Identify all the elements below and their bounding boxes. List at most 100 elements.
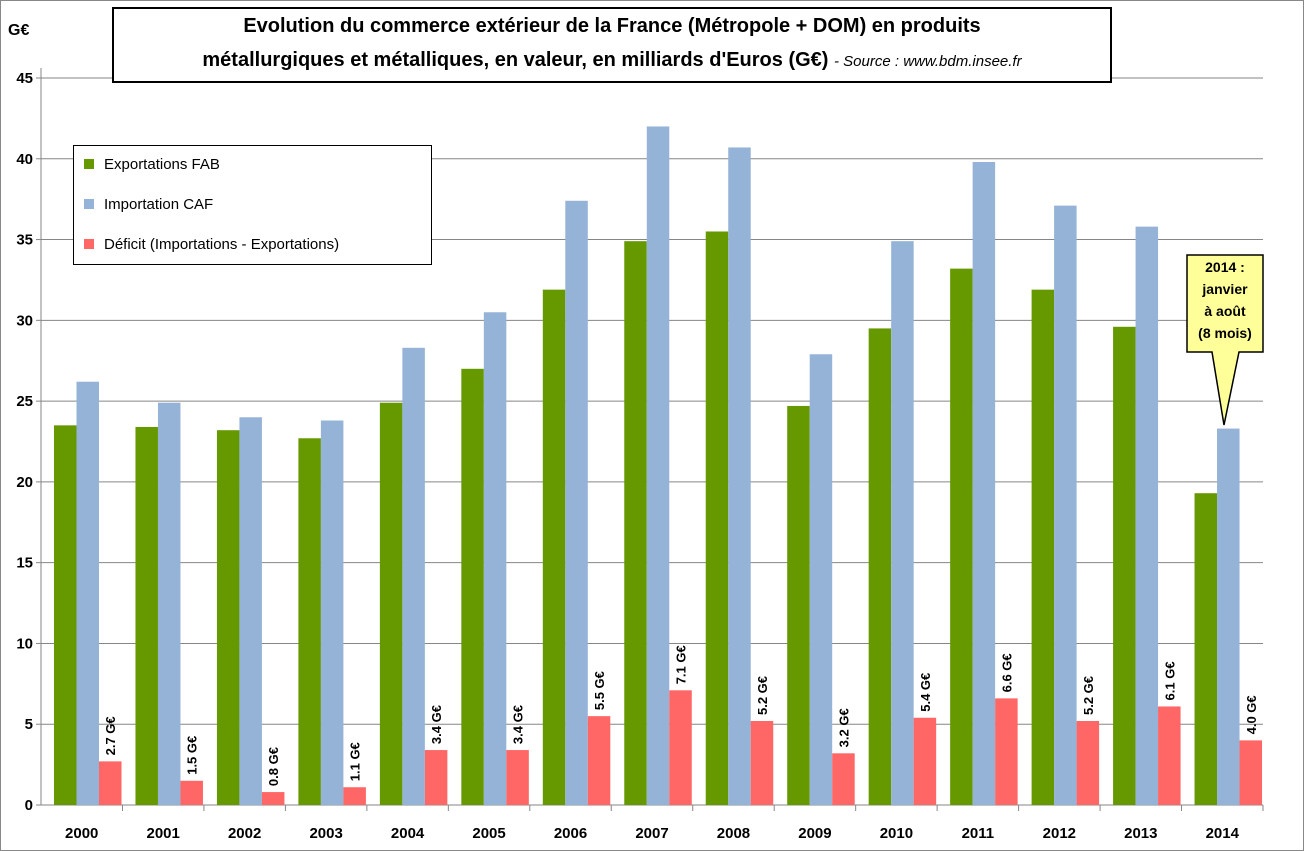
bar-exports (542, 289, 566, 805)
bar-exports (298, 438, 321, 805)
data-label: 1.5 G€ (185, 736, 200, 775)
x-tick-label: 2011 (962, 825, 995, 842)
legend-label: Déficit (Importations - Exportations) (104, 235, 340, 253)
bar-exports (379, 402, 403, 805)
bar-deficit (913, 717, 937, 805)
bar-imports (891, 241, 914, 805)
y-tick-label: 25 (16, 393, 33, 410)
bar-deficit (261, 792, 285, 805)
bar-deficit (506, 750, 529, 805)
x-tick-label: 2002 (228, 825, 261, 842)
x-tick-label: 2004 (391, 825, 425, 842)
title-line-1: Evolution du commerce extérieur de la Fr… (243, 15, 981, 37)
data-label: 1.1 G€ (348, 742, 363, 781)
y-tick-label: 10 (16, 635, 33, 652)
x-tick-label: 2001 (147, 825, 180, 842)
x-tick-label: 2007 (635, 825, 668, 842)
x-tick-label: 2014 (1206, 825, 1240, 842)
bar-exports (950, 268, 973, 805)
y-axis-label: G€ (8, 22, 30, 39)
data-label: 3.2 G€ (836, 708, 851, 747)
x-tick-label: 2009 (798, 825, 831, 842)
bar-imports (76, 381, 99, 805)
bar-deficit (995, 698, 1018, 805)
bar-deficit (424, 750, 448, 805)
x-tick-label: 2003 (309, 825, 342, 842)
legend-swatch (84, 199, 94, 209)
bar-deficit (343, 787, 366, 805)
x-tick-label: 2010 (880, 825, 913, 842)
bar-imports (972, 162, 996, 805)
bar-deficit (1239, 740, 1263, 805)
y-tick-label: 40 (16, 151, 33, 168)
bar-exports (54, 425, 77, 805)
bar-deficit (587, 716, 611, 805)
x-tick-label: 2012 (1043, 825, 1076, 842)
bar-deficit (99, 761, 122, 805)
bar-imports (1054, 205, 1077, 805)
bar-exports (135, 426, 158, 805)
data-label: 3.4 G€ (511, 705, 526, 744)
bar-exports (705, 231, 729, 805)
y-tick-label: 0 (25, 797, 33, 814)
legend-item-exports: Exportations FAB (84, 154, 220, 174)
x-tick-label: 2013 (1124, 825, 1157, 842)
x-tick-label: 2000 (65, 825, 98, 842)
bar-imports (565, 200, 588, 805)
legend-swatch (84, 159, 94, 169)
legend-swatch (84, 239, 94, 249)
legend-label: Importation CAF (104, 195, 214, 213)
legend-item-imports: Importation CAF (84, 194, 213, 214)
x-tick-label: 2005 (472, 825, 505, 842)
source-note: - Source : www.bdm.insee.fr (834, 53, 1022, 70)
bar-imports (1217, 428, 1240, 805)
annotation-callout (1186, 254, 1264, 426)
bar-deficit (832, 753, 855, 805)
bar-imports (402, 347, 425, 805)
data-label: 5.5 G€ (592, 671, 607, 710)
x-tick-label: 2008 (717, 825, 750, 842)
annotation-line: janvier (1202, 281, 1248, 297)
bar-imports (157, 402, 181, 805)
bar-deficit (750, 720, 774, 805)
data-label: 6.1 G€ (1162, 661, 1177, 700)
annotation-line: (8 mois) (1198, 325, 1252, 341)
data-label: 4.0 G€ (1244, 695, 1259, 734)
bar-deficit (669, 690, 692, 805)
bar-deficit (180, 780, 203, 805)
bar-imports (809, 354, 833, 805)
bar-imports (239, 417, 262, 805)
y-tick-label: 30 (16, 312, 33, 329)
bar-exports (1194, 493, 1218, 805)
y-tick-label: 45 (16, 70, 33, 87)
data-label: 7.1 G€ (674, 645, 689, 684)
data-label: 2.7 G€ (103, 716, 118, 755)
bar-exports (1113, 326, 1136, 805)
title-line-2: métallurgiques et métalliques, en valeur… (114, 43, 1110, 79)
data-label: 5.2 G€ (755, 676, 770, 715)
bar-exports (461, 368, 484, 805)
bar-exports (787, 405, 810, 805)
y-tick-label: 20 (16, 474, 33, 491)
annotation-callout-text: 2014 : janvier à août (8 mois) (1188, 256, 1262, 344)
y-tick-label: 5 (25, 716, 33, 733)
data-label: 5.4 G€ (918, 673, 933, 712)
data-label: 0.8 G€ (266, 747, 281, 786)
y-tick-label: 35 (16, 232, 33, 249)
bar-imports (483, 312, 507, 805)
bar-deficit (1076, 720, 1100, 805)
annotation-line: à août (1204, 303, 1246, 319)
bar-imports (320, 420, 344, 805)
x-tick-label: 2006 (554, 825, 587, 842)
data-label: 3.4 G€ (429, 705, 444, 744)
data-label: 5.2 G€ (1081, 676, 1096, 715)
bar-exports (624, 241, 647, 805)
bar-imports (728, 147, 751, 806)
bar-exports (868, 328, 892, 805)
legend-label: Exportations FAB (104, 155, 220, 173)
bar-imports (1135, 226, 1159, 805)
legend-item-deficit: Déficit (Importations - Exportations) (84, 234, 339, 254)
annotation-line: 2014 : (1205, 259, 1245, 275)
bar-imports (646, 126, 670, 805)
